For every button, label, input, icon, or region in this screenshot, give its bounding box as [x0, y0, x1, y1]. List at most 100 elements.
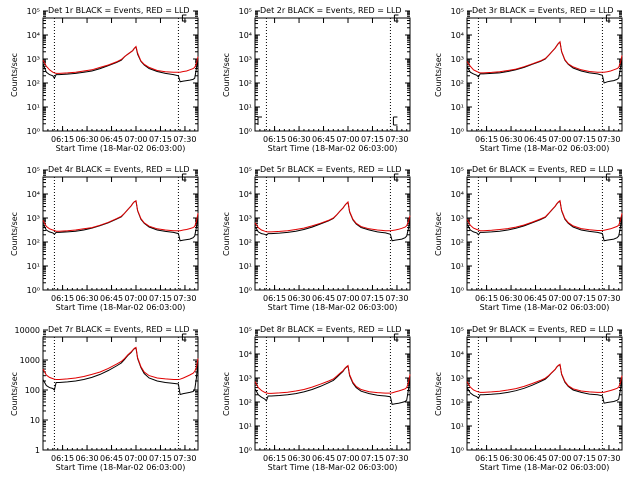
y-tick-label: 10⁴: [27, 31, 40, 40]
y-axis-label: Counts/sec: [222, 372, 231, 416]
x-tick-label: 07:15: [573, 135, 596, 144]
y-tick-label: 10⁵: [27, 166, 40, 175]
y-tick-label: 10⁰: [239, 446, 252, 455]
x-tick-label: 07:15: [573, 454, 596, 463]
x-tick-label: 06:45: [524, 135, 547, 144]
x-tick-label: 07:00: [548, 135, 571, 144]
y-tick-label: 10⁵: [239, 326, 252, 335]
y-tick-label: 10³: [239, 374, 252, 383]
y-tick-label: 10⁴: [27, 190, 40, 199]
y-tick-label: 10⁴: [451, 350, 464, 359]
events-series-line: [42, 347, 199, 396]
y-tick-label: 10³: [451, 374, 464, 383]
bracket-marker: [393, 14, 399, 22]
x-tick-label: 06:45: [100, 294, 123, 303]
chart-title: Det 9r BLACK = Events, RED = LLD: [472, 325, 614, 334]
x-tick-label: 07:30: [385, 454, 408, 463]
x-tick-label: 07:30: [597, 135, 620, 144]
chart-panel-4: Det 4r BLACK = Events, RED = LLD 10⁰ 10¹ 10…: [10, 165, 199, 312]
y-tick-label: 100: [25, 386, 40, 395]
y-tick-label: 10²: [239, 79, 252, 88]
plot-frame: [42, 176, 199, 291]
chart-title: Det 7r BLACK = Events, RED = LLD: [48, 325, 190, 334]
x-tick-label: 07:00: [124, 454, 147, 463]
x-axis-label: Start Time (18-Mar-02 06:03:00): [268, 303, 398, 312]
bracket-marker: [393, 173, 399, 181]
x-tick-label: 06:30: [288, 135, 311, 144]
lld-series-line: [466, 363, 623, 393]
x-axis-label: Start Time (18-Mar-02 06:03:00): [56, 463, 186, 472]
y-tick-label: 10¹: [451, 422, 464, 431]
bracket-marker: [605, 14, 611, 22]
y-tick-label: 10²: [451, 398, 464, 407]
y-tick-label: 10⁰: [451, 286, 464, 295]
y-tick-label: 10³: [27, 214, 40, 223]
x-tick-label: 07:15: [149, 454, 172, 463]
x-tick-label: 07:00: [124, 294, 147, 303]
y-tick-label: 1: [35, 446, 40, 455]
chart-title: Det 5r BLACK = Events, RED = LLD: [260, 165, 402, 174]
x-tick-label: 07:00: [336, 135, 359, 144]
y-tick-label: 10²: [27, 79, 40, 88]
y-tick-label: 10: [30, 416, 40, 425]
events-series-line: [42, 200, 199, 242]
plot-frame: [466, 336, 623, 451]
plot-frame: [254, 176, 411, 291]
y-tick-label: 10⁰: [451, 446, 464, 455]
y-tick-label: 10⁴: [239, 31, 252, 40]
x-tick-label: 06:30: [76, 454, 99, 463]
y-tick-label: 10⁵: [239, 7, 252, 16]
y-tick-label: 10000: [15, 326, 40, 335]
x-tick-label: 06:15: [475, 294, 498, 303]
y-tick-label: 10⁰: [451, 127, 464, 136]
bracket-marker: [393, 333, 399, 341]
x-tick-label: 06:30: [76, 135, 99, 144]
chart-title: Det 1r BLACK = Events, RED = LLD: [48, 6, 190, 15]
y-tick-label: 10²: [27, 238, 40, 247]
y-tick-label: 10²: [451, 238, 464, 247]
x-tick-label: 06:15: [51, 294, 74, 303]
x-tick-label: 06:30: [500, 294, 523, 303]
plot-frame: [42, 336, 199, 451]
bracket-marker: [181, 333, 187, 341]
x-axis-label: Start Time (18-Mar-02 06:03:00): [56, 144, 186, 153]
events-series-line: [466, 41, 623, 84]
events-series-line: [254, 201, 411, 242]
events-series-line: [42, 46, 199, 83]
x-tick-label: 07:30: [385, 135, 408, 144]
y-tick-label: 10⁴: [239, 350, 252, 359]
chart-panel-9: Det 9r BLACK = Events, RED = LLD 10⁰ 10¹ 10…: [434, 325, 623, 472]
chart-title: Det 4r BLACK = Events, RED = LLD: [48, 165, 190, 174]
y-tick-label: 10²: [239, 398, 252, 407]
x-tick-label: 06:30: [500, 135, 523, 144]
chart-title: Det 8r BLACK = Events, RED = LLD: [260, 325, 402, 334]
x-tick-label: 06:30: [288, 294, 311, 303]
y-axis-label: Counts/sec: [434, 53, 443, 97]
x-tick-label: 06:15: [51, 454, 74, 463]
x-tick-label: 06:45: [100, 135, 123, 144]
chart-panel-3: Det 3r BLACK = Events, RED = LLD 10⁰ 10¹ 10…: [434, 6, 623, 153]
x-tick-label: 06:15: [263, 135, 286, 144]
y-tick-label: 10¹: [451, 103, 464, 112]
x-tick-label: 06:45: [312, 294, 335, 303]
x-tick-label: 06:45: [524, 294, 547, 303]
y-axis-label: Counts/sec: [434, 212, 443, 256]
x-tick-label: 07:15: [361, 135, 384, 144]
chart-title: Det 2r BLACK = Events, RED = LLD: [260, 6, 402, 15]
y-tick-label: 10¹: [239, 262, 252, 271]
chart-panel-2: Det 2r BLACK = Events, RED = LLD 10⁰ 10¹ 10…: [222, 6, 411, 153]
y-axis-label: Counts/sec: [10, 372, 19, 416]
x-tick-label: 06:30: [76, 294, 99, 303]
y-tick-label: 10¹: [239, 422, 252, 431]
x-axis-label: Start Time (18-Mar-02 06:03:00): [480, 144, 610, 153]
x-tick-label: 06:15: [263, 294, 286, 303]
y-tick-label: 10⁴: [239, 190, 252, 199]
y-axis-label: Counts/sec: [434, 372, 443, 416]
events-series-line: [254, 365, 411, 405]
chart-panel-6: Det 6r BLACK = Events, RED = LLD 10⁰ 10¹ 10…: [434, 165, 623, 312]
x-tick-label: 06:30: [288, 454, 311, 463]
bracket-marker: [392, 116, 398, 126]
x-tick-label: 07:30: [597, 294, 620, 303]
y-tick-label: 10⁵: [451, 166, 464, 175]
x-tick-label: 06:45: [312, 135, 335, 144]
